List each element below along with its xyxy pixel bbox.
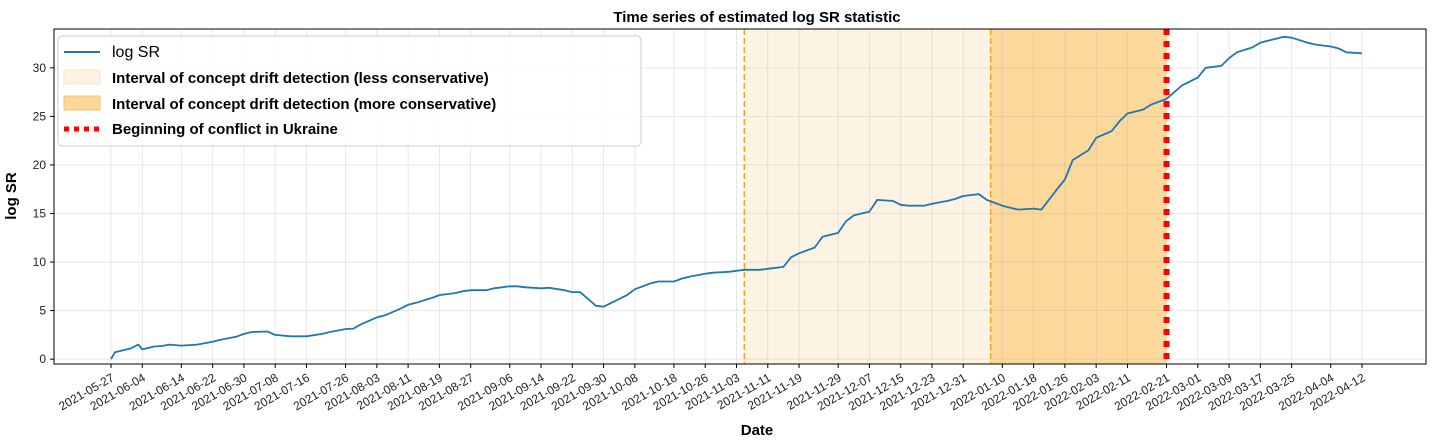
y-tick-label: 10 xyxy=(33,255,47,269)
y-tick-label: 25 xyxy=(33,109,47,123)
drift-interval-more-conservative xyxy=(990,29,1167,364)
x-axis-label: Date xyxy=(741,422,774,439)
plot-frame xyxy=(53,28,1427,365)
legend-label-more-conservative: Interval of concept drift detection (mor… xyxy=(112,96,496,113)
y-tick-label: 15 xyxy=(33,206,47,220)
axes xyxy=(53,28,1427,365)
legend-box xyxy=(57,35,642,147)
y-tick-label: 20 xyxy=(33,158,47,172)
legend-label-less-conservative: Interval of concept drift detection (les… xyxy=(112,70,489,87)
vertical-markers xyxy=(743,29,1170,364)
legend-swatch-less-conservative xyxy=(63,69,101,85)
chart-title: Time series of estimated log SR statisti… xyxy=(613,9,900,26)
legend: log SR Interval of concept drift detectio… xyxy=(57,35,642,147)
shaded-intervals xyxy=(744,29,1167,364)
y-axis-label: log SR xyxy=(3,172,20,220)
legend-swatch-more-conservative xyxy=(63,95,101,111)
series-line-log-sr xyxy=(110,35,1363,360)
legend-label-log-sr: log SR xyxy=(112,44,160,61)
y-tick-label: 30 xyxy=(33,61,47,75)
x-axis-ticks: 2021-05-272021-06-042021-06-142021-06-22… xyxy=(56,364,1368,413)
y-tick-label: 0 xyxy=(39,352,46,366)
legend-label-conflict: Beginning of conflict in Ukraine xyxy=(112,121,338,138)
y-axis-ticks: 0 5 10 15 20 25 30 xyxy=(33,61,54,366)
series-layer xyxy=(110,35,1363,360)
y-tick-label: 5 xyxy=(39,304,46,318)
